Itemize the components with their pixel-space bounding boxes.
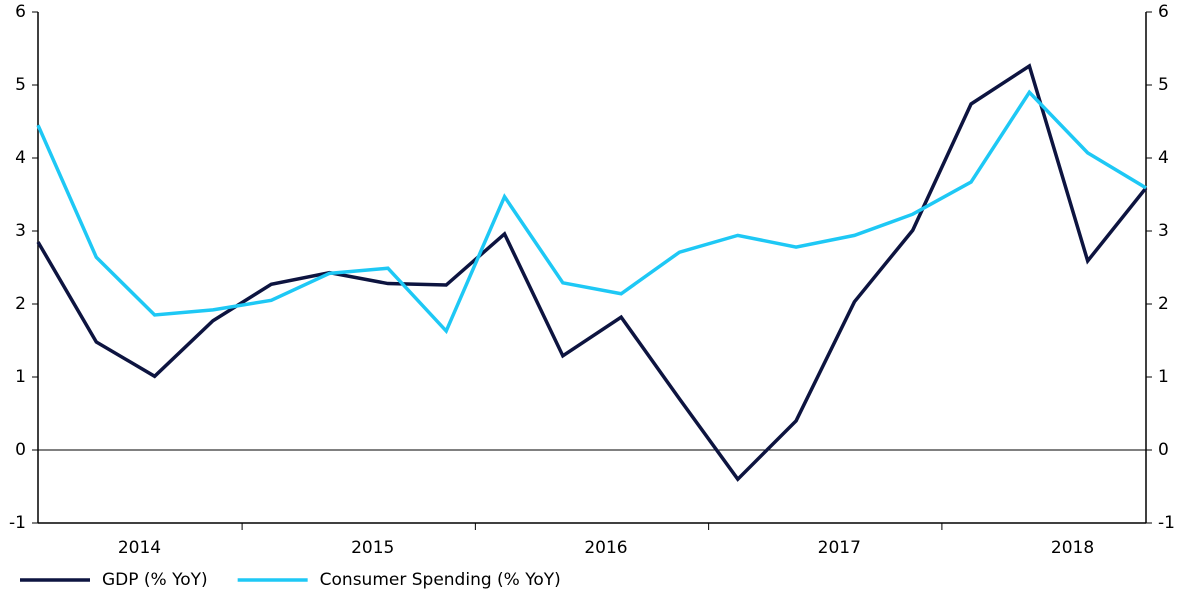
series-line [36, 89, 1147, 335]
x-tick-label: 2016 [584, 538, 627, 558]
y-tick-label: 2 [15, 294, 26, 314]
x-tick-label: 2015 [351, 538, 394, 558]
x-tick-label: 2014 [118, 538, 161, 558]
y2-tick-label: 4 [1158, 148, 1169, 168]
y-tick-label: 0 [15, 440, 26, 460]
y2-tick-label: 6 [1158, 2, 1169, 22]
y-tick-label: 5 [15, 75, 26, 95]
y2-tick-label: -1 [1158, 513, 1175, 533]
y2-tick-label: 5 [1158, 75, 1169, 95]
x-tick-label: 2017 [818, 538, 861, 558]
legend-label: Consumer Spending (% YoY) [320, 570, 561, 590]
y-tick-label: 6 [15, 2, 26, 22]
y-tick-label: -1 [9, 513, 26, 533]
y2-tick-label: 3 [1158, 221, 1169, 241]
series-line [36, 63, 1148, 482]
legend-label: GDP (% YoY) [102, 570, 208, 590]
y-tick-label: 3 [15, 221, 26, 241]
y2-tick-label: 0 [1158, 440, 1169, 460]
y2-tick-label: 1 [1158, 367, 1169, 387]
y-tick-label: 4 [15, 148, 26, 168]
x-tick-label: 2018 [1051, 538, 1094, 558]
y2-tick-label: 2 [1158, 294, 1169, 314]
y-tick-label: 1 [15, 367, 26, 387]
